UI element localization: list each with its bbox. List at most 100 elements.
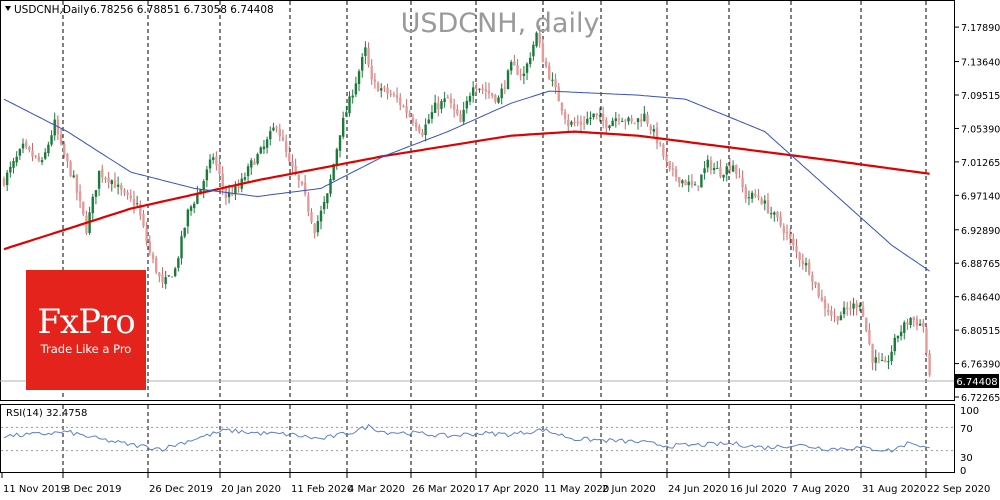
candle-body [738,175,741,177]
candle-body [665,155,668,162]
candle-body [148,241,152,253]
candle-body [383,87,386,89]
candle-body [801,260,805,265]
candle-body [662,144,665,157]
candle-body [766,200,770,213]
candle-body [611,120,614,127]
candle-body [658,142,662,144]
candle-body [535,32,538,47]
candle-body [421,132,424,136]
candle-body [313,223,316,234]
candle-body [903,322,906,333]
candle-body [471,87,475,96]
candle-body [351,95,354,98]
candle-body [218,164,221,174]
x-tick-label: 17 Apr 2020 [477,484,539,495]
candle-body [231,193,234,196]
candle-body [595,113,598,115]
candle-body [576,121,579,124]
candle-body [437,103,440,110]
candle-body [490,93,494,97]
candle-body [649,125,652,131]
rsi-level-70: 70 [960,424,973,435]
candle-body [750,192,754,199]
candle-body [681,180,684,184]
candle-body [906,322,909,325]
candle-body [817,283,820,297]
y-tick-label: 7.17890 [961,23,1000,34]
dropdown-triangle-icon[interactable] [5,6,11,11]
candle-body [855,303,858,308]
candle-body [500,88,503,99]
candle-body [465,100,469,109]
candle-body [861,306,865,317]
candle-body [693,184,697,186]
candle-body [120,184,123,190]
candle-body [529,57,532,65]
candle-body [164,277,167,285]
candle-body [731,165,735,172]
candle-body [744,186,747,199]
candle-body [722,174,725,178]
candle-body [205,169,209,181]
candle-body [326,193,329,204]
candle-body [760,198,763,205]
candle-body [449,98,453,103]
candle-body [912,317,915,321]
candle-body [348,96,351,114]
candle-body [833,315,836,317]
candle-body [712,167,716,170]
candle-body [158,272,161,276]
candle-body [246,166,250,177]
candle-body [839,315,843,321]
candle-body [776,211,779,218]
candle-body [151,254,155,259]
candle-body [142,213,145,227]
candle-body [608,125,611,129]
candle-body [395,95,399,99]
candle-body [215,156,218,166]
candle-body [598,115,602,117]
candle-body [392,94,396,96]
candle-body [399,97,402,106]
candle-body [78,191,82,201]
y-tick-label: 6.97140 [961,191,1000,202]
last-price-badge [955,374,999,388]
candle-body [380,88,383,91]
candle-body [297,175,301,181]
candle-body [224,188,228,198]
candle-body [484,89,488,92]
candle-body [294,165,297,174]
candle-body [2,178,6,186]
candle-body [281,136,285,141]
candle-body [510,62,513,71]
candle-body [868,329,871,344]
candle-body [700,174,703,188]
candle-body [145,227,148,242]
candle-body [478,88,481,90]
candle-body [132,198,136,206]
candle-body [836,316,839,321]
candle-body [50,135,53,145]
chart-watermark-title: USDCNH, daily [401,8,600,39]
candle-body [820,297,824,301]
candle-body [278,128,281,137]
candle-body [370,65,373,80]
candle-body [291,161,294,167]
candle-body [849,308,852,310]
symbol-label: USDCNH,Daily [14,4,89,16]
candle-body [830,310,833,316]
candle-body [53,119,56,136]
candle-body [31,150,34,157]
candle-body [256,154,259,164]
ma-slow-line [3,130,930,251]
candle-body [896,335,900,339]
candle-body [345,112,348,117]
candle-body [129,195,132,199]
candle-body [617,118,621,120]
candle-body [497,97,500,103]
candle-body [37,156,41,161]
candle-body [570,121,573,125]
candle-body [9,166,12,173]
